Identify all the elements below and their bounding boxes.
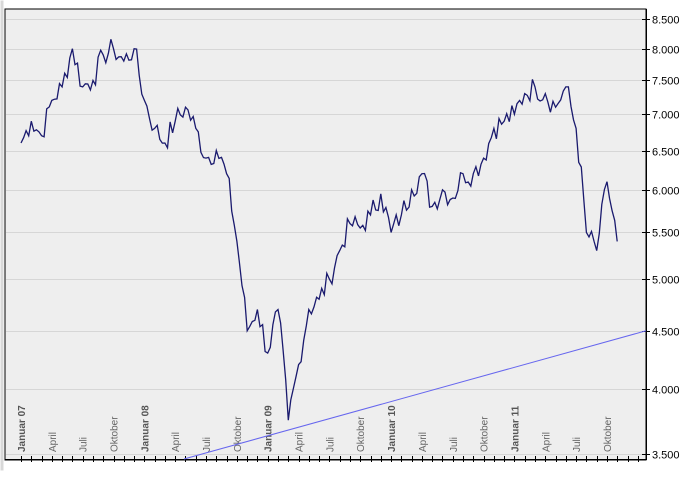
y-tick-label: 5.000 [652, 275, 680, 287]
x-tick-label: April [295, 432, 306, 452]
x-tick-label: Januar 09 [264, 405, 275, 452]
y-tick-label: 6.500 [652, 147, 680, 159]
x-tick-label: April [171, 432, 182, 452]
plot-area [4, 8, 647, 461]
y-tick-label: 8.500 [652, 15, 680, 27]
x-tick-label: April [48, 432, 59, 452]
y-tick-label: 5.500 [652, 228, 680, 240]
x-tick-label: Januar 11 [510, 405, 521, 452]
chart-frame [0, 0, 4, 471]
gridlines [6, 19, 646, 455]
price-line [20, 39, 618, 421]
x-tick-label: Oktober [603, 416, 614, 452]
x-tick-label: April [418, 432, 429, 452]
x-tick-label: Juli [79, 437, 90, 452]
x-tick-label: Juli [572, 437, 583, 452]
y-tick-label: 3.500 [652, 450, 680, 462]
x-axis: Januar 07 April Juli Oktober Januar 08 April J… [5, 405, 646, 462]
x-tick-label: Juli [449, 437, 460, 452]
x-tick-label: Januar 07 [17, 405, 28, 452]
y-tick-label: 7.500 [652, 76, 680, 88]
x-tick-label: Oktober [480, 416, 491, 452]
y-tick-label: 4.500 [652, 327, 680, 339]
x-tick-label: April [541, 432, 552, 452]
x-tick-label: Oktober [110, 416, 121, 452]
y-tick-label: 8.000 [652, 45, 680, 57]
x-tick-label: Juli [202, 437, 213, 452]
x-tick-label: Oktober [356, 416, 367, 452]
x-tick-label: Juli [325, 437, 336, 452]
trendline [183, 330, 647, 460]
y-tick-label: 4.000 [652, 385, 680, 397]
x-tick-label: Januar 08 [140, 405, 151, 452]
x-tick-label: Januar 10 [387, 405, 398, 452]
y-tick-label: 6.000 [652, 186, 680, 198]
x-tick-label: Oktober [233, 416, 244, 452]
y-axis: 8.500 8.000 7.500 7.000 6.500 6.000 5.500 5.000… [642, 9, 680, 462]
y-tick-label: 7.000 [652, 110, 680, 122]
